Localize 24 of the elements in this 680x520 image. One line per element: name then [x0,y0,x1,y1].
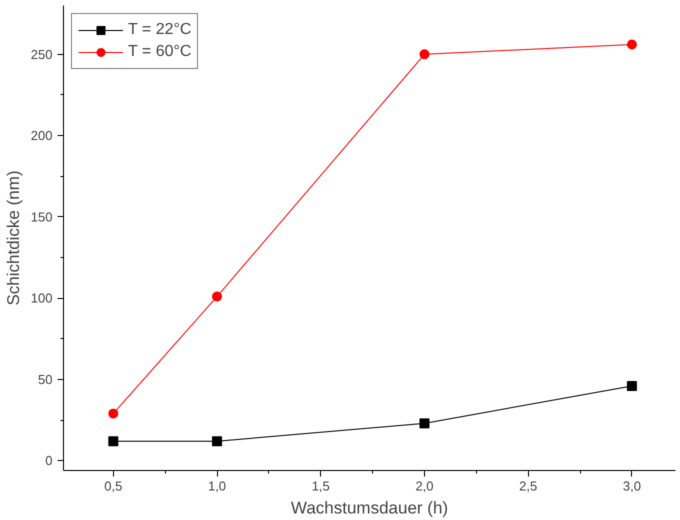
x-tick-label: 2,5 [519,478,538,494]
point [419,49,430,60]
point [419,418,430,428]
y-tick-label: 0 [45,453,53,468]
point [108,436,118,446]
point [212,292,222,302]
legend-label: T = 22°C [128,21,192,39]
point [626,40,637,50]
y-tick-label: 150 [30,209,53,224]
point [626,380,637,391]
point [108,408,118,419]
y-tick-label: 50 [38,372,53,387]
x-tick-label: 2,0 [415,478,434,494]
legend-label: T = 60°C [128,43,192,61]
y-tick-label: 250 [30,46,53,62]
x-axis-title: Wachstumsdauer (h) [290,498,448,518]
x-tick-label: 1,5 [312,478,330,494]
x-tick-label: 3,0 [622,478,641,494]
point [212,436,222,446]
y-tick-label: 200 [30,128,53,144]
x-tick-label: 1,0 [208,478,226,494]
y-axis-title: Schichtdicke (nm) [4,170,23,306]
y-tick-label: 100 [30,290,53,306]
x-tick-label: 0,5 [104,478,122,494]
